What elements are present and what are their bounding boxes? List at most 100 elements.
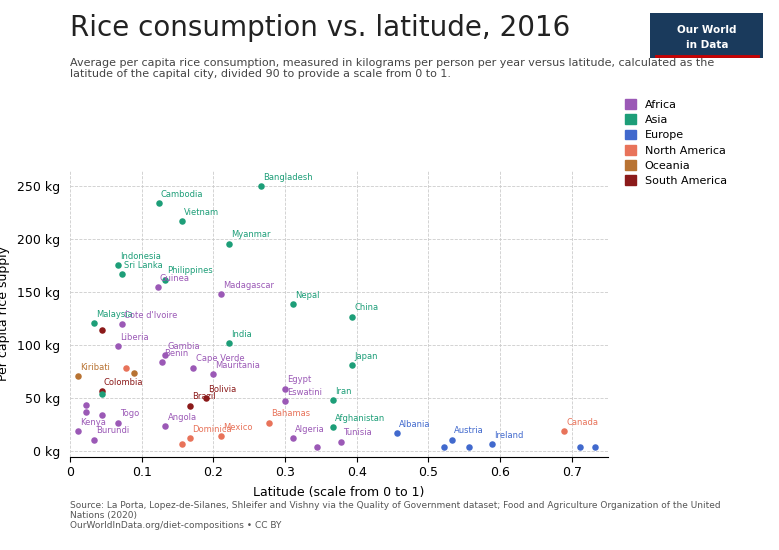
Point	[120, 363, 132, 372]
Point	[184, 402, 196, 410]
Point	[79, 408, 92, 416]
Text: Algeria: Algeria	[295, 425, 325, 435]
Text: Source: La Porta, Lopez-de-Silanes, Shleifer and Vishny via the Quality of Gover: Source: La Porta, Lopez-de-Silanes, Shle…	[70, 500, 721, 530]
Point	[95, 387, 108, 395]
Legend: Africa, Asia, Europe, North America, Oceania, South America: Africa, Asia, Europe, North America, Oce…	[625, 99, 727, 186]
Point	[215, 432, 227, 441]
Text: India: India	[231, 330, 252, 339]
Text: Liberia: Liberia	[120, 333, 149, 342]
Text: Gambia: Gambia	[167, 342, 200, 350]
Point	[310, 443, 323, 452]
Text: Brazil: Brazil	[192, 392, 216, 402]
Text: Nepal: Nepal	[295, 291, 319, 300]
Point	[115, 270, 128, 279]
Point	[153, 199, 165, 208]
Text: Guinea: Guinea	[160, 274, 190, 283]
Point	[215, 290, 227, 299]
Text: Myanmar: Myanmar	[231, 230, 271, 239]
Point	[72, 427, 84, 436]
Point	[72, 372, 84, 381]
Text: Malaysia: Malaysia	[96, 310, 132, 319]
Point	[159, 421, 171, 430]
Point	[95, 326, 108, 335]
Point	[279, 397, 291, 406]
Point	[176, 217, 189, 226]
Text: Togo: Togo	[120, 409, 139, 419]
Point	[156, 358, 168, 367]
Point	[79, 400, 92, 409]
Text: Iran: Iran	[335, 387, 352, 396]
Point	[287, 434, 299, 443]
Text: Vietnam: Vietnam	[184, 208, 219, 217]
Point	[199, 394, 212, 403]
X-axis label: Latitude (scale from 0 to 1): Latitude (scale from 0 to 1)	[253, 486, 425, 499]
Text: Afghanistan: Afghanistan	[335, 414, 386, 422]
Text: Bahamas: Bahamas	[272, 409, 311, 419]
Point	[112, 260, 125, 269]
Point	[346, 312, 358, 321]
Point	[223, 239, 235, 248]
Text: Philippines: Philippines	[167, 266, 213, 276]
Text: Japan: Japan	[354, 352, 378, 361]
Point	[159, 350, 171, 359]
Text: Egypt: Egypt	[287, 376, 312, 384]
Point	[263, 418, 276, 427]
Text: Cambodia: Cambodia	[160, 190, 203, 199]
Text: Bangladesh: Bangladesh	[263, 173, 313, 182]
Point	[346, 361, 358, 370]
Y-axis label: Per capita rice supply: Per capita rice supply	[0, 246, 10, 381]
Text: Indonesia: Indonesia	[120, 251, 161, 261]
Text: Cape Verde: Cape Verde	[196, 354, 244, 364]
Point	[279, 384, 291, 393]
Point	[115, 320, 128, 328]
Text: Eswatini: Eswatini	[287, 388, 323, 397]
Point	[463, 443, 475, 452]
Point	[207, 370, 220, 378]
Point	[112, 418, 125, 427]
Text: Dominica: Dominica	[192, 425, 231, 435]
Text: Burundi: Burundi	[96, 426, 129, 435]
Point	[256, 182, 268, 191]
Text: Tunisia: Tunisia	[344, 428, 372, 437]
Text: Canada: Canada	[566, 418, 598, 427]
Point	[95, 389, 108, 398]
Point	[573, 443, 586, 452]
Point	[327, 422, 340, 431]
Text: Austria: Austria	[454, 426, 484, 435]
Text: Rice consumption vs. latitude, 2016: Rice consumption vs. latitude, 2016	[70, 14, 570, 42]
Text: Benin: Benin	[164, 349, 189, 358]
FancyBboxPatch shape	[648, 12, 766, 59]
Point	[184, 434, 196, 443]
Text: Colombia: Colombia	[104, 378, 143, 387]
Point	[223, 339, 235, 348]
Point	[287, 300, 299, 309]
Point	[151, 283, 164, 292]
Point	[438, 443, 450, 452]
Text: Our World: Our World	[677, 25, 737, 35]
Text: Angola: Angola	[167, 412, 197, 421]
Point	[128, 368, 140, 377]
Text: Kiribati: Kiribati	[80, 363, 110, 372]
Point	[558, 427, 570, 436]
Point	[176, 439, 189, 448]
Text: Ireland: Ireland	[495, 431, 523, 439]
Point	[327, 396, 340, 405]
Text: Sri Lanka: Sri Lanka	[124, 261, 163, 270]
Text: in Data: in Data	[686, 40, 728, 50]
Point	[187, 363, 199, 372]
Text: Kenya: Kenya	[80, 418, 106, 427]
Point	[486, 439, 499, 448]
Text: Average per capita rice consumption, measured in kilograms per person per year v: Average per capita rice consumption, mea…	[70, 58, 714, 79]
Point	[589, 443, 601, 452]
Point	[87, 435, 100, 444]
Text: Cote d'Ivoire: Cote d'Ivoire	[124, 311, 178, 320]
Point	[446, 435, 458, 444]
Point	[159, 275, 171, 284]
Text: Albania: Albania	[399, 420, 431, 429]
Text: Mauritania: Mauritania	[216, 361, 260, 370]
Point	[87, 318, 100, 327]
Point	[95, 411, 108, 420]
Point	[391, 429, 404, 438]
Text: China: China	[354, 304, 379, 312]
Point	[335, 437, 347, 446]
